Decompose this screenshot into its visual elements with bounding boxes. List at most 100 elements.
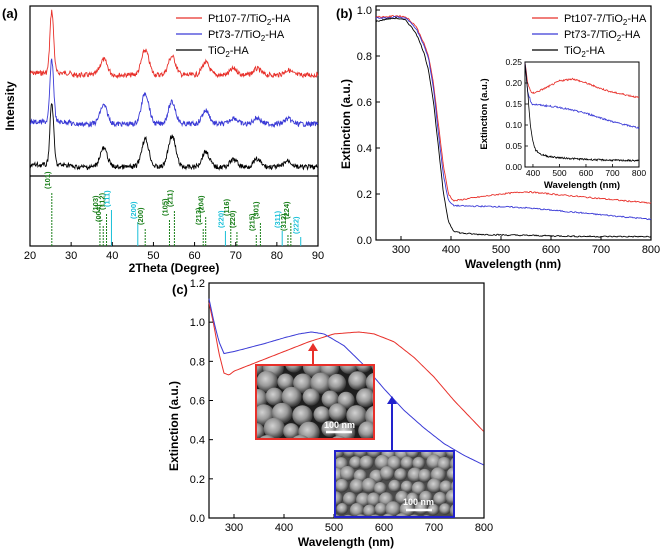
legend-entry-2: TiO2-HA (532, 45, 605, 59)
nanoparticle (395, 490, 409, 505)
xrd-series-pt73-7-tio2-ha (30, 58, 319, 129)
nanoparticle (336, 452, 345, 459)
inset-series-2 (524, 62, 640, 163)
nanoparticle (371, 366, 373, 371)
nanoparticle (419, 490, 433, 505)
panel-b-series (375, 14, 652, 238)
nanoparticle (355, 366, 372, 373)
panel-a-reference-lines: (101) (103)(004)(112)(111) (200)(200) (105)… (43, 171, 302, 246)
inset-ytick: 0.25 (505, 57, 522, 67)
nanoparticle (257, 422, 265, 438)
panel-b-xtick: 500 (492, 244, 510, 256)
panel-b-legend: Pt107-7/TiO2-HA Pt73-7/TiO2-HA TiO2-HA (532, 13, 647, 59)
nanoparticle (339, 466, 356, 482)
nanoparticle (446, 467, 453, 481)
legend-label: Pt107-7/TiO2-HA (564, 13, 647, 27)
panel-b-frame (375, 5, 652, 241)
panel-b-xlabel: Wavelength (nm) (465, 257, 561, 271)
nanoparticle (257, 370, 278, 393)
panel-b-xtick: 600 (542, 244, 560, 256)
inset-xtick: 700 (605, 168, 619, 178)
ref-label-15: (301) (251, 201, 260, 219)
ref-label-13: (220) (228, 210, 237, 228)
nanoparticle (445, 489, 453, 505)
panel-a-xtick: 20 (24, 250, 36, 262)
nanoparticle (437, 457, 452, 472)
sem-image-pt107: 100 nm (255, 364, 401, 456)
panel-c-ytick: 0.2 (190, 474, 205, 486)
ref-label-7: (105) (160, 198, 169, 216)
nanoparticle (277, 373, 295, 391)
panel-b-inset-series (524, 62, 640, 163)
nanoparticle (427, 478, 442, 494)
nanoparticle (374, 502, 388, 516)
panel-b-inset-xlabel: Wavelength (nm) (544, 180, 620, 191)
ref-label-19: (222) (292, 216, 301, 234)
sem-image-pt73: 100 nm (334, 450, 478, 518)
ref-label-2: (004) (94, 204, 103, 222)
panel-c-xtick: 400 (275, 522, 293, 534)
nanoparticle (356, 492, 371, 507)
nanoparticle (336, 478, 349, 493)
nanoparticle (257, 366, 265, 376)
inset-ytick: 0.05 (505, 141, 522, 151)
legend-entry-0: Pt107-7/TiO2-HA (532, 13, 647, 27)
nanoparticle (433, 491, 447, 506)
panel-b-inset-frame (524, 61, 640, 168)
nanoparticle (332, 435, 345, 438)
panel-c-xtick: 800 (475, 522, 493, 534)
nanoparticle (383, 513, 394, 516)
nanoparticle (449, 457, 453, 471)
panel-b-ytick: 1.0 (357, 5, 372, 17)
nanoparticle (349, 478, 365, 494)
panel-b-ytick: 0.6 (357, 97, 372, 109)
nanoparticle (395, 513, 409, 516)
panel-c-xtick: 500 (325, 522, 343, 534)
ref-label-11: (220) (216, 210, 225, 228)
nanoparticle (361, 477, 378, 494)
inset-xtick: 600 (579, 168, 593, 178)
nanoparticle (466, 504, 478, 516)
inset-xtick: 800 (632, 168, 646, 178)
nanoparticle (321, 390, 339, 408)
ref-label-17: (312) (279, 213, 288, 231)
nanoparticle (359, 455, 374, 470)
panel-b-ytick: 0.0 (357, 235, 372, 247)
nanoparticle (349, 503, 365, 516)
panel-b-xtick: 800 (642, 244, 660, 256)
nanoparticle (418, 468, 432, 483)
nanoparticle (412, 456, 426, 470)
nanoparticle (335, 422, 356, 438)
legend-entry-1: Pt73-7/TiO2-HA (176, 29, 285, 43)
nanoparticle (439, 480, 453, 494)
nanoparticle (445, 452, 453, 458)
legend-entry-1: Pt73-7/TiO2-HA (532, 29, 641, 43)
legend-label: TiO2-HA (208, 45, 249, 59)
nanoparticle (384, 372, 401, 389)
nanoparticle (409, 514, 419, 516)
nanoparticle (379, 466, 395, 481)
ref-label-12: (116) (222, 198, 231, 216)
legend-label: Pt73-7/TiO2-HA (564, 29, 641, 43)
nanoparticle (356, 514, 366, 516)
panel-a-xlabel: 2Theta (Degree) (129, 261, 220, 275)
scale-bar-2-label: 100 nm (403, 497, 434, 507)
inset-ytick: 0.10 (505, 120, 522, 130)
panel-a-xtick: 80 (271, 250, 283, 262)
nanoparticle (439, 503, 451, 515)
panel-b-inset-ticks: 400 500 600 700 800 0.00 0.05 0.10 0.15 0.20 0.25 (505, 57, 646, 178)
nanoparticle (400, 456, 414, 470)
nanoparticle (312, 439, 329, 456)
xrd-series-pt107-7-tio2-ha (29, 9, 319, 80)
panel-c: (c) Extinction (a.u.) 300 400 500 600 700 800… (167, 278, 493, 549)
panel-a-xtick: 60 (188, 250, 200, 262)
inset-xtick: 400 (526, 168, 540, 178)
nanoparticle (343, 514, 353, 516)
ref-label-1: (103) (91, 195, 100, 213)
nanoparticle (458, 468, 472, 482)
nanoparticle (400, 480, 413, 493)
panel-b: (b) Extinction (a.u.) 300 400 500 600 700 800… (336, 5, 660, 271)
panel-b-ylabel: Extinction (a.u.) (339, 79, 353, 169)
panel-a-xtick: 90 (312, 250, 324, 262)
panel-b-xtick: 700 (592, 244, 610, 256)
